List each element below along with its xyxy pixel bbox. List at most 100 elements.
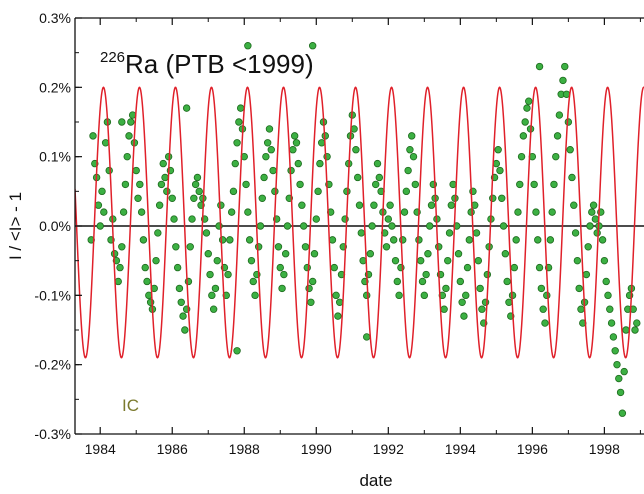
- data-point: [505, 298, 513, 306]
- data-point: [409, 152, 418, 161]
- data-point: [591, 215, 600, 223]
- data-point: [501, 250, 510, 258]
- data-point: [218, 236, 227, 244]
- data-point: [442, 284, 450, 293]
- data-point: [114, 277, 122, 286]
- data-point: [296, 180, 304, 189]
- data-point: [118, 243, 126, 251]
- data-point: [137, 208, 146, 216]
- data-point: [553, 132, 562, 140]
- data-point: [534, 236, 542, 244]
- data-point: [157, 180, 166, 189]
- data-point: [328, 236, 337, 244]
- data-point: [254, 243, 263, 251]
- data-point: [363, 291, 371, 300]
- data-point: [276, 263, 284, 272]
- data-point: [161, 173, 169, 182]
- data-point: [335, 298, 344, 306]
- x-tick-label: 1986: [157, 441, 188, 457]
- data-point: [422, 270, 430, 279]
- data-point: [616, 388, 625, 397]
- data-point: [233, 347, 241, 355]
- data-point: [411, 180, 420, 189]
- data-point: [535, 263, 544, 272]
- data-point: [179, 312, 187, 320]
- data-point: [141, 263, 149, 272]
- data-point: [559, 76, 567, 85]
- data-point: [175, 284, 184, 293]
- data-point: [204, 250, 212, 258]
- axes: 0.3% 0.2% 0.1% 0.0% -0.1% -0.2% -0.3% 1984 1986 1…: [34, 10, 644, 457]
- x-tick-label: 1988: [229, 441, 260, 457]
- data-point: [245, 236, 254, 244]
- data-point: [299, 222, 308, 230]
- data-point: [606, 305, 614, 313]
- data-point: [600, 256, 609, 265]
- data-point: [368, 222, 376, 230]
- data-point: [514, 208, 522, 216]
- data-point: [399, 236, 407, 244]
- data-point: [481, 298, 490, 306]
- data-point: [267, 146, 275, 154]
- data-point: [541, 319, 549, 327]
- data-point: [483, 270, 492, 279]
- data-point: [289, 146, 297, 154]
- data-point: [438, 291, 447, 300]
- data-point: [125, 132, 133, 140]
- data-point: [236, 104, 245, 112]
- x-tick-label: 1996: [517, 441, 548, 457]
- data-point: [604, 291, 612, 300]
- data-point: [184, 277, 193, 286]
- y-tick-label: 0.2%: [39, 79, 71, 95]
- data-point: [611, 347, 619, 355]
- data-point: [402, 187, 411, 196]
- data-point: [119, 208, 128, 216]
- data-point: [229, 187, 238, 196]
- data-point: [127, 118, 135, 126]
- data-point: [281, 250, 290, 258]
- data-point: [258, 194, 266, 202]
- title-superscript: 226: [100, 49, 125, 66]
- data-point: [330, 263, 338, 272]
- data-point: [354, 173, 362, 182]
- data-point: [573, 256, 582, 265]
- data-point: [366, 250, 374, 258]
- data-point: [607, 319, 616, 327]
- data-point: [235, 118, 243, 126]
- data-point: [262, 152, 270, 161]
- data-point: [575, 284, 583, 293]
- data-point: [263, 139, 272, 147]
- data-point: [121, 180, 130, 189]
- data-point: [408, 132, 416, 140]
- data-point: [388, 222, 396, 230]
- data-point: [301, 243, 310, 251]
- data-point: [564, 118, 573, 126]
- data-point: [269, 166, 277, 175]
- data-point: [105, 166, 113, 175]
- data-point: [154, 229, 162, 237]
- data-point: [571, 229, 580, 237]
- data-point: [447, 201, 456, 209]
- data-point: [530, 180, 538, 189]
- data-point: [159, 159, 167, 168]
- data-point: [116, 263, 124, 272]
- data-point: [193, 173, 202, 182]
- data-point: [465, 236, 474, 244]
- data-point: [265, 125, 274, 133]
- data-point: [418, 277, 427, 286]
- data-point: [298, 201, 306, 209]
- data-point: [308, 277, 317, 286]
- data-point: [566, 146, 574, 154]
- y-tick-label: -0.1%: [34, 287, 71, 303]
- data-point: [496, 166, 504, 175]
- data-point: [307, 298, 315, 306]
- data-point: [460, 312, 468, 320]
- data-point: [517, 152, 526, 161]
- y-tick-label: -0.3%: [34, 426, 71, 442]
- data-point: [247, 256, 256, 265]
- data-point: [510, 263, 519, 272]
- data-point: [98, 187, 106, 196]
- data-point: [294, 159, 302, 168]
- plot-area: [75, 42, 644, 417]
- data-point: [231, 159, 239, 168]
